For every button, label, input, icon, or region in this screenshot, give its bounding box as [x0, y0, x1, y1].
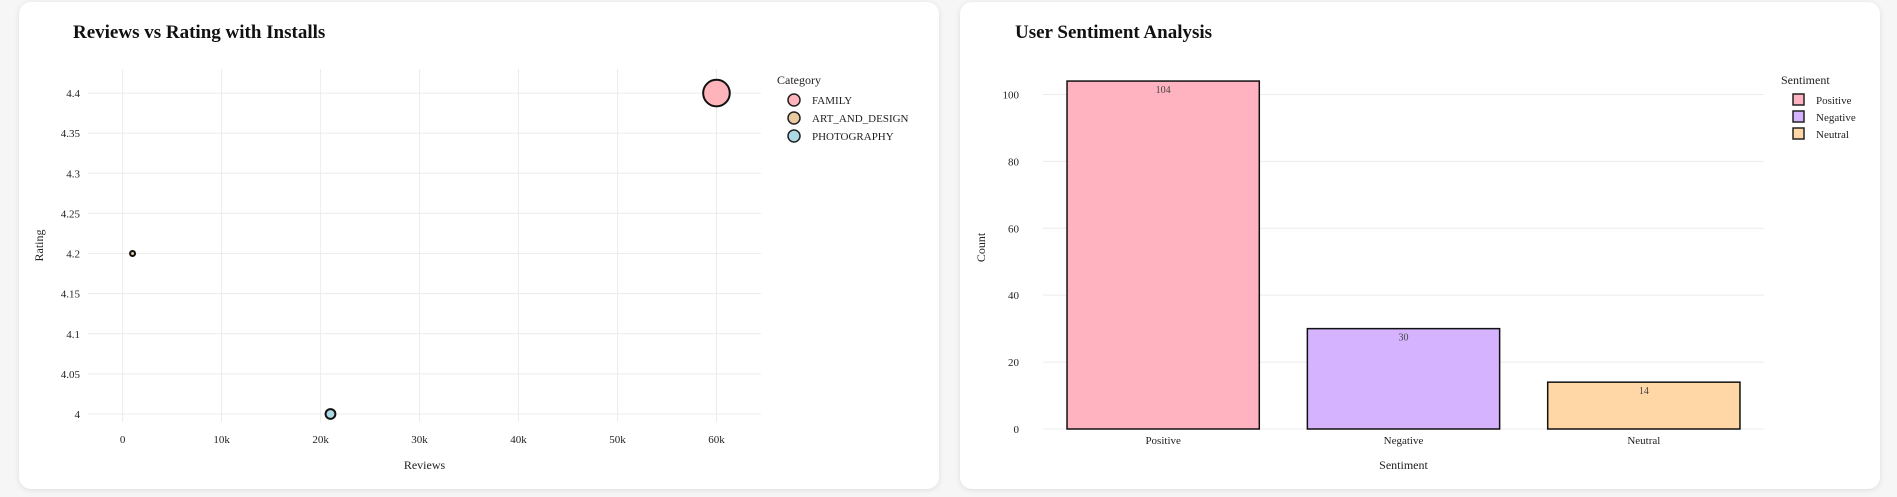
- x-tick-label: 10k: [213, 434, 230, 446]
- y-tick-label: 100: [1003, 89, 1020, 101]
- legend-label: PHOTOGRAPHY: [812, 131, 894, 143]
- bar: [1307, 329, 1499, 429]
- legend-label: FAMILY: [812, 95, 852, 107]
- y-tick-label: 4.15: [61, 289, 81, 301]
- legend-swatch: [1793, 111, 1804, 122]
- y-tick-label: 0: [1014, 424, 1020, 436]
- x-tick-label: Neutral: [1627, 435, 1660, 447]
- legend-label: Negative: [1816, 112, 1856, 124]
- legend-swatch: [1793, 128, 1804, 139]
- legend-swatch: [788, 112, 800, 124]
- legend-label: Positive: [1816, 95, 1852, 107]
- x-tick-label: 50k: [609, 434, 626, 446]
- y-tick-label: 4.05: [61, 369, 81, 381]
- bar-chart: 0 20 40 60 80 100 104 Positive 30 Negative 14 Neutr…: [960, 2, 1880, 489]
- x-axis-title: Sentiment: [1379, 458, 1428, 472]
- legend-label: ART_AND_DESIGN: [812, 113, 909, 125]
- y-tick-label: 60: [1008, 223, 1020, 235]
- y-tick-label: 80: [1008, 156, 1020, 168]
- x-tick-label: Negative: [1384, 435, 1424, 447]
- y-tick-label: 4: [75, 409, 81, 421]
- bar-card: User Sentiment Analysis 0 20 40 60 80 100 104 P…: [960, 2, 1880, 489]
- legend-title: Sentiment: [1781, 73, 1830, 87]
- y-tick-label: 40: [1008, 290, 1020, 302]
- y-tick-label: 4.35: [61, 128, 81, 140]
- y-tick-label: 4.3: [66, 168, 80, 180]
- y-tick-label: 4.1: [66, 329, 80, 341]
- y-axis-title: Rating: [32, 230, 46, 262]
- y-tick-label: 20: [1008, 357, 1020, 369]
- legend-swatch: [788, 130, 800, 142]
- scatter-card: Reviews vs Rating with Installs 0 10k 20k 3…: [19, 2, 939, 489]
- x-tick-label: 60k: [708, 434, 725, 446]
- bar-value-label: 14: [1639, 386, 1649, 397]
- y-tick-label: 4.2: [66, 249, 80, 261]
- y-tick-label: 4.4: [66, 88, 80, 100]
- legend-swatch: [788, 94, 800, 106]
- x-axis-title: Reviews: [404, 458, 446, 472]
- bar-value-label: 104: [1156, 85, 1171, 96]
- y-axis-title: Count: [974, 232, 988, 262]
- legend-title: Category: [777, 73, 821, 87]
- legend-swatch: [1793, 94, 1804, 105]
- bar: [1067, 81, 1259, 429]
- x-tick-label: 20k: [312, 434, 329, 446]
- y-tick-label: 4.25: [61, 208, 81, 220]
- x-tick-label: 40k: [510, 434, 527, 446]
- x-tick-label: 0: [120, 434, 126, 446]
- x-tick-label: Positive: [1145, 435, 1181, 447]
- scatter-point: [130, 251, 135, 256]
- legend-label: Neutral: [1816, 129, 1849, 141]
- scatter-chart: 0 10k 20k 30k 40k 50k 60k 4 4.05 4.1 4.15 4.2 4.25 4.…: [19, 2, 939, 489]
- scatter-point: [703, 80, 730, 107]
- bar-value-label: 30: [1399, 333, 1409, 344]
- scatter-point: [326, 409, 336, 419]
- x-tick-label: 30k: [411, 434, 428, 446]
